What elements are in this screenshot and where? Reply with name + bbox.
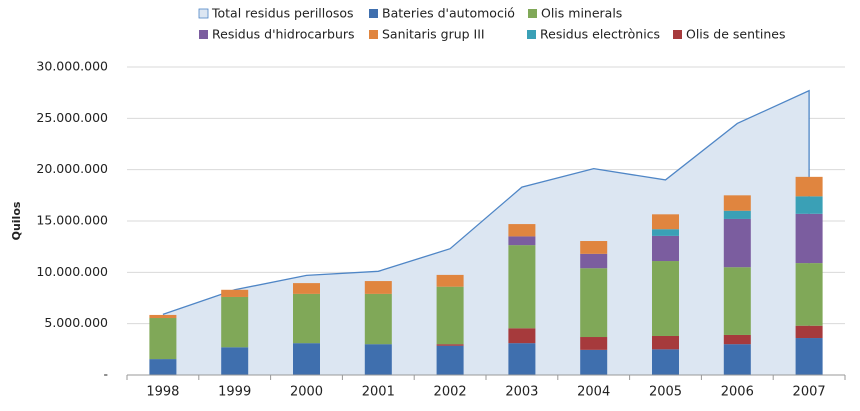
legend-swatch [528,9,537,18]
legend-swatch [198,8,209,19]
y-tick-label: 25.000.000 [36,110,108,125]
bar-segment [508,236,536,246]
legend-swatch [199,30,208,39]
bar-segment [795,196,823,214]
legend-label: Residus d'hidrocarburs [212,27,355,42]
bar-segment [795,338,823,375]
bar-segment [508,343,536,375]
bar-segment [221,347,249,375]
bar-segment [652,229,679,236]
bar-segment [580,241,608,254]
bar-segment [795,176,823,197]
bar-segment [436,274,464,287]
bar-segment [364,281,392,294]
bar-segment [580,337,608,350]
x-tick-label: 2003 [505,385,538,400]
legend-swatch [673,30,682,39]
area-fill [162,90,810,375]
bar-segment [436,345,464,375]
bar-segment [652,214,679,230]
bar-segment [723,267,751,335]
x-tick-label: 2001 [362,385,395,400]
bar-segment [508,328,536,344]
bar-segment [364,293,392,345]
bar-segment [795,213,823,264]
x-tick-label: 2004 [577,385,610,400]
bar-segment [652,335,679,350]
y-tick-label: - [103,367,108,382]
legend-label: Olis minerals [541,6,622,21]
bar-segment [723,210,751,219]
bar-segment [723,218,751,268]
bar-segment [221,296,249,348]
bar-segment [436,286,464,345]
bar-segment [149,359,177,375]
bar-segment [221,289,249,297]
y-tick-label: 15.000.000 [36,213,108,228]
bar-segment [580,253,608,269]
bar-segment [795,325,823,339]
bar-segment [652,349,679,375]
area-line [162,89,810,375]
bar-segment [723,344,751,375]
bar-segment [508,224,536,237]
legend-label: Sanitaris grup III [382,27,485,42]
bar-segment [723,334,751,345]
bar-segment [149,318,177,360]
bar-segment [795,263,823,326]
legend-label: Residus electrònics [540,27,660,42]
legend-swatch [527,30,536,39]
bar-segment [436,344,464,346]
bar-segment [293,293,320,344]
bar-segment [364,344,392,375]
y-tick-label: 10.000.000 [36,264,108,279]
legend-label: Olis de sentines [686,27,786,42]
legend-label: Bateries d'automoció [382,6,515,21]
x-tick-label: 2000 [290,385,323,400]
bar-segment [723,195,751,211]
y-tick-label: 20.000.000 [36,161,108,176]
bar-segment [580,349,608,375]
bar-segment [149,314,177,319]
x-tick-label: 1999 [218,385,251,400]
legend-swatch [369,30,378,39]
bar-segment [508,245,536,329]
x-tick-label: 2002 [434,385,467,400]
bar-segment [293,283,320,294]
legend-label: Total residus perillosos [211,6,354,21]
x-tick-label: 1998 [146,385,179,400]
y-tick-label: 5.000.000 [44,315,108,330]
bar-segment [652,235,679,262]
bar-segment [580,268,608,338]
y-tick-label: 30.000.000 [36,59,108,74]
x-tick-label: 2005 [649,385,682,400]
bar-segment [293,343,320,375]
bar-segment [652,261,679,336]
legend-swatch [369,9,378,18]
x-tick-label: 2007 [793,385,826,400]
x-tick-label: 2006 [721,385,754,400]
y-axis-label: Quilos [10,201,23,240]
